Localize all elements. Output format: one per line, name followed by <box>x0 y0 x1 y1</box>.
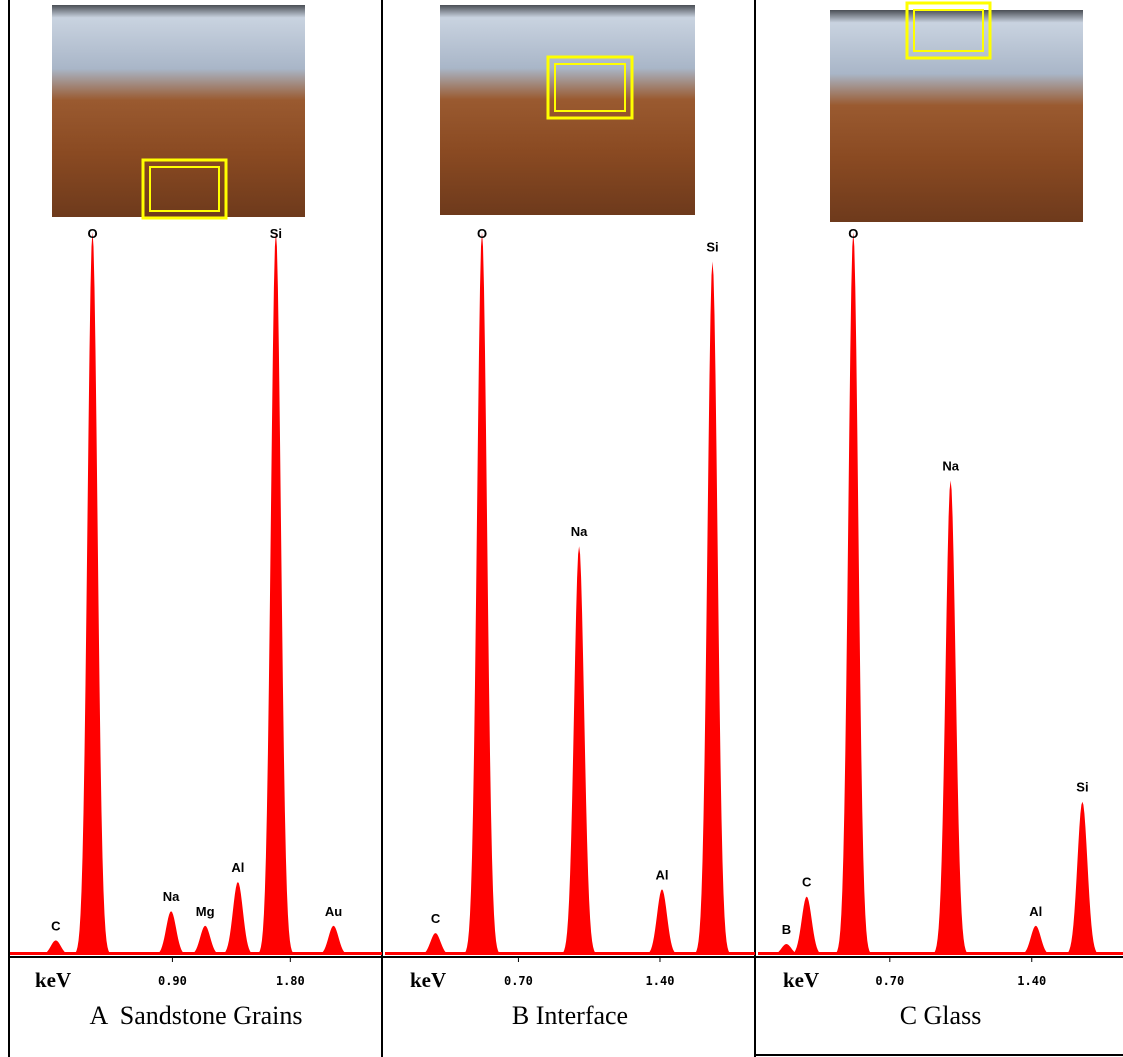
peak-label: C <box>51 918 61 933</box>
x-axis-label: keV <box>783 968 819 992</box>
micrograph <box>52 5 305 217</box>
spectrum-peak <box>1005 925 1066 955</box>
x-tick-label: 0.70 <box>875 974 904 988</box>
peak-label: Si <box>1076 780 1088 795</box>
peak-label: Na <box>163 889 180 904</box>
micrograph <box>830 10 1083 222</box>
panel-title: B Interface <box>512 1001 628 1030</box>
selection-box <box>141 158 228 220</box>
peak-label: Al <box>231 860 244 875</box>
peak-label: C <box>802 875 812 890</box>
x-axis-label: keV <box>35 968 71 992</box>
peak-label: Si <box>706 240 718 255</box>
spectrum-peak <box>245 232 306 956</box>
spectrum-peak <box>452 232 512 956</box>
peak-label: O <box>477 226 487 241</box>
x-tick-label: 1.40 <box>646 974 675 988</box>
peak-label: B <box>782 922 791 937</box>
spectrum-peak <box>823 232 884 956</box>
spectrum-peak <box>682 261 743 955</box>
x-tick-label: 1.80 <box>276 974 305 988</box>
spectrum-peak <box>920 480 981 955</box>
spectrum-peak <box>207 882 268 955</box>
selection-box <box>546 55 634 120</box>
spectrum-peak <box>303 925 364 955</box>
spectrum-peak <box>776 896 837 955</box>
x-tick-label: 0.70 <box>504 974 533 988</box>
selection-box <box>554 63 626 112</box>
panel-title: C Glass <box>900 1001 982 1030</box>
peak-label: Al <box>655 867 668 882</box>
peak-label: O <box>848 226 858 241</box>
x-tick-label: 0.90 <box>158 974 187 988</box>
x-tick-label: 1.40 <box>1017 974 1046 988</box>
selection-box <box>913 9 984 52</box>
spectrum-peak <box>549 546 610 955</box>
peak-label: O <box>87 226 97 241</box>
frame <box>8 0 1123 1057</box>
spectrum-peak <box>62 232 123 956</box>
selection-box <box>905 1 992 60</box>
peak-label: Na <box>571 524 588 539</box>
peak-label: Mg <box>196 904 215 919</box>
spectrum-peak <box>175 925 236 955</box>
spectrum-peak <box>1052 801 1113 955</box>
spectrum-peak <box>756 944 817 955</box>
x-axis-label: keV <box>410 968 446 992</box>
peak-label: Au <box>325 904 342 919</box>
peak-label: Si <box>270 226 282 241</box>
peak-label: Na <box>942 459 959 474</box>
peak-label: C <box>431 911 441 926</box>
spectrum-peak <box>405 933 466 955</box>
spectrum-peak <box>25 940 86 955</box>
micrographs <box>52 1 1083 222</box>
spectrum-peak <box>141 911 202 955</box>
spectrum-peak <box>632 889 692 955</box>
panel-title: A Sandstone Grains <box>89 1001 302 1030</box>
selection-box <box>149 166 220 212</box>
peak-label: Al <box>1029 904 1042 919</box>
